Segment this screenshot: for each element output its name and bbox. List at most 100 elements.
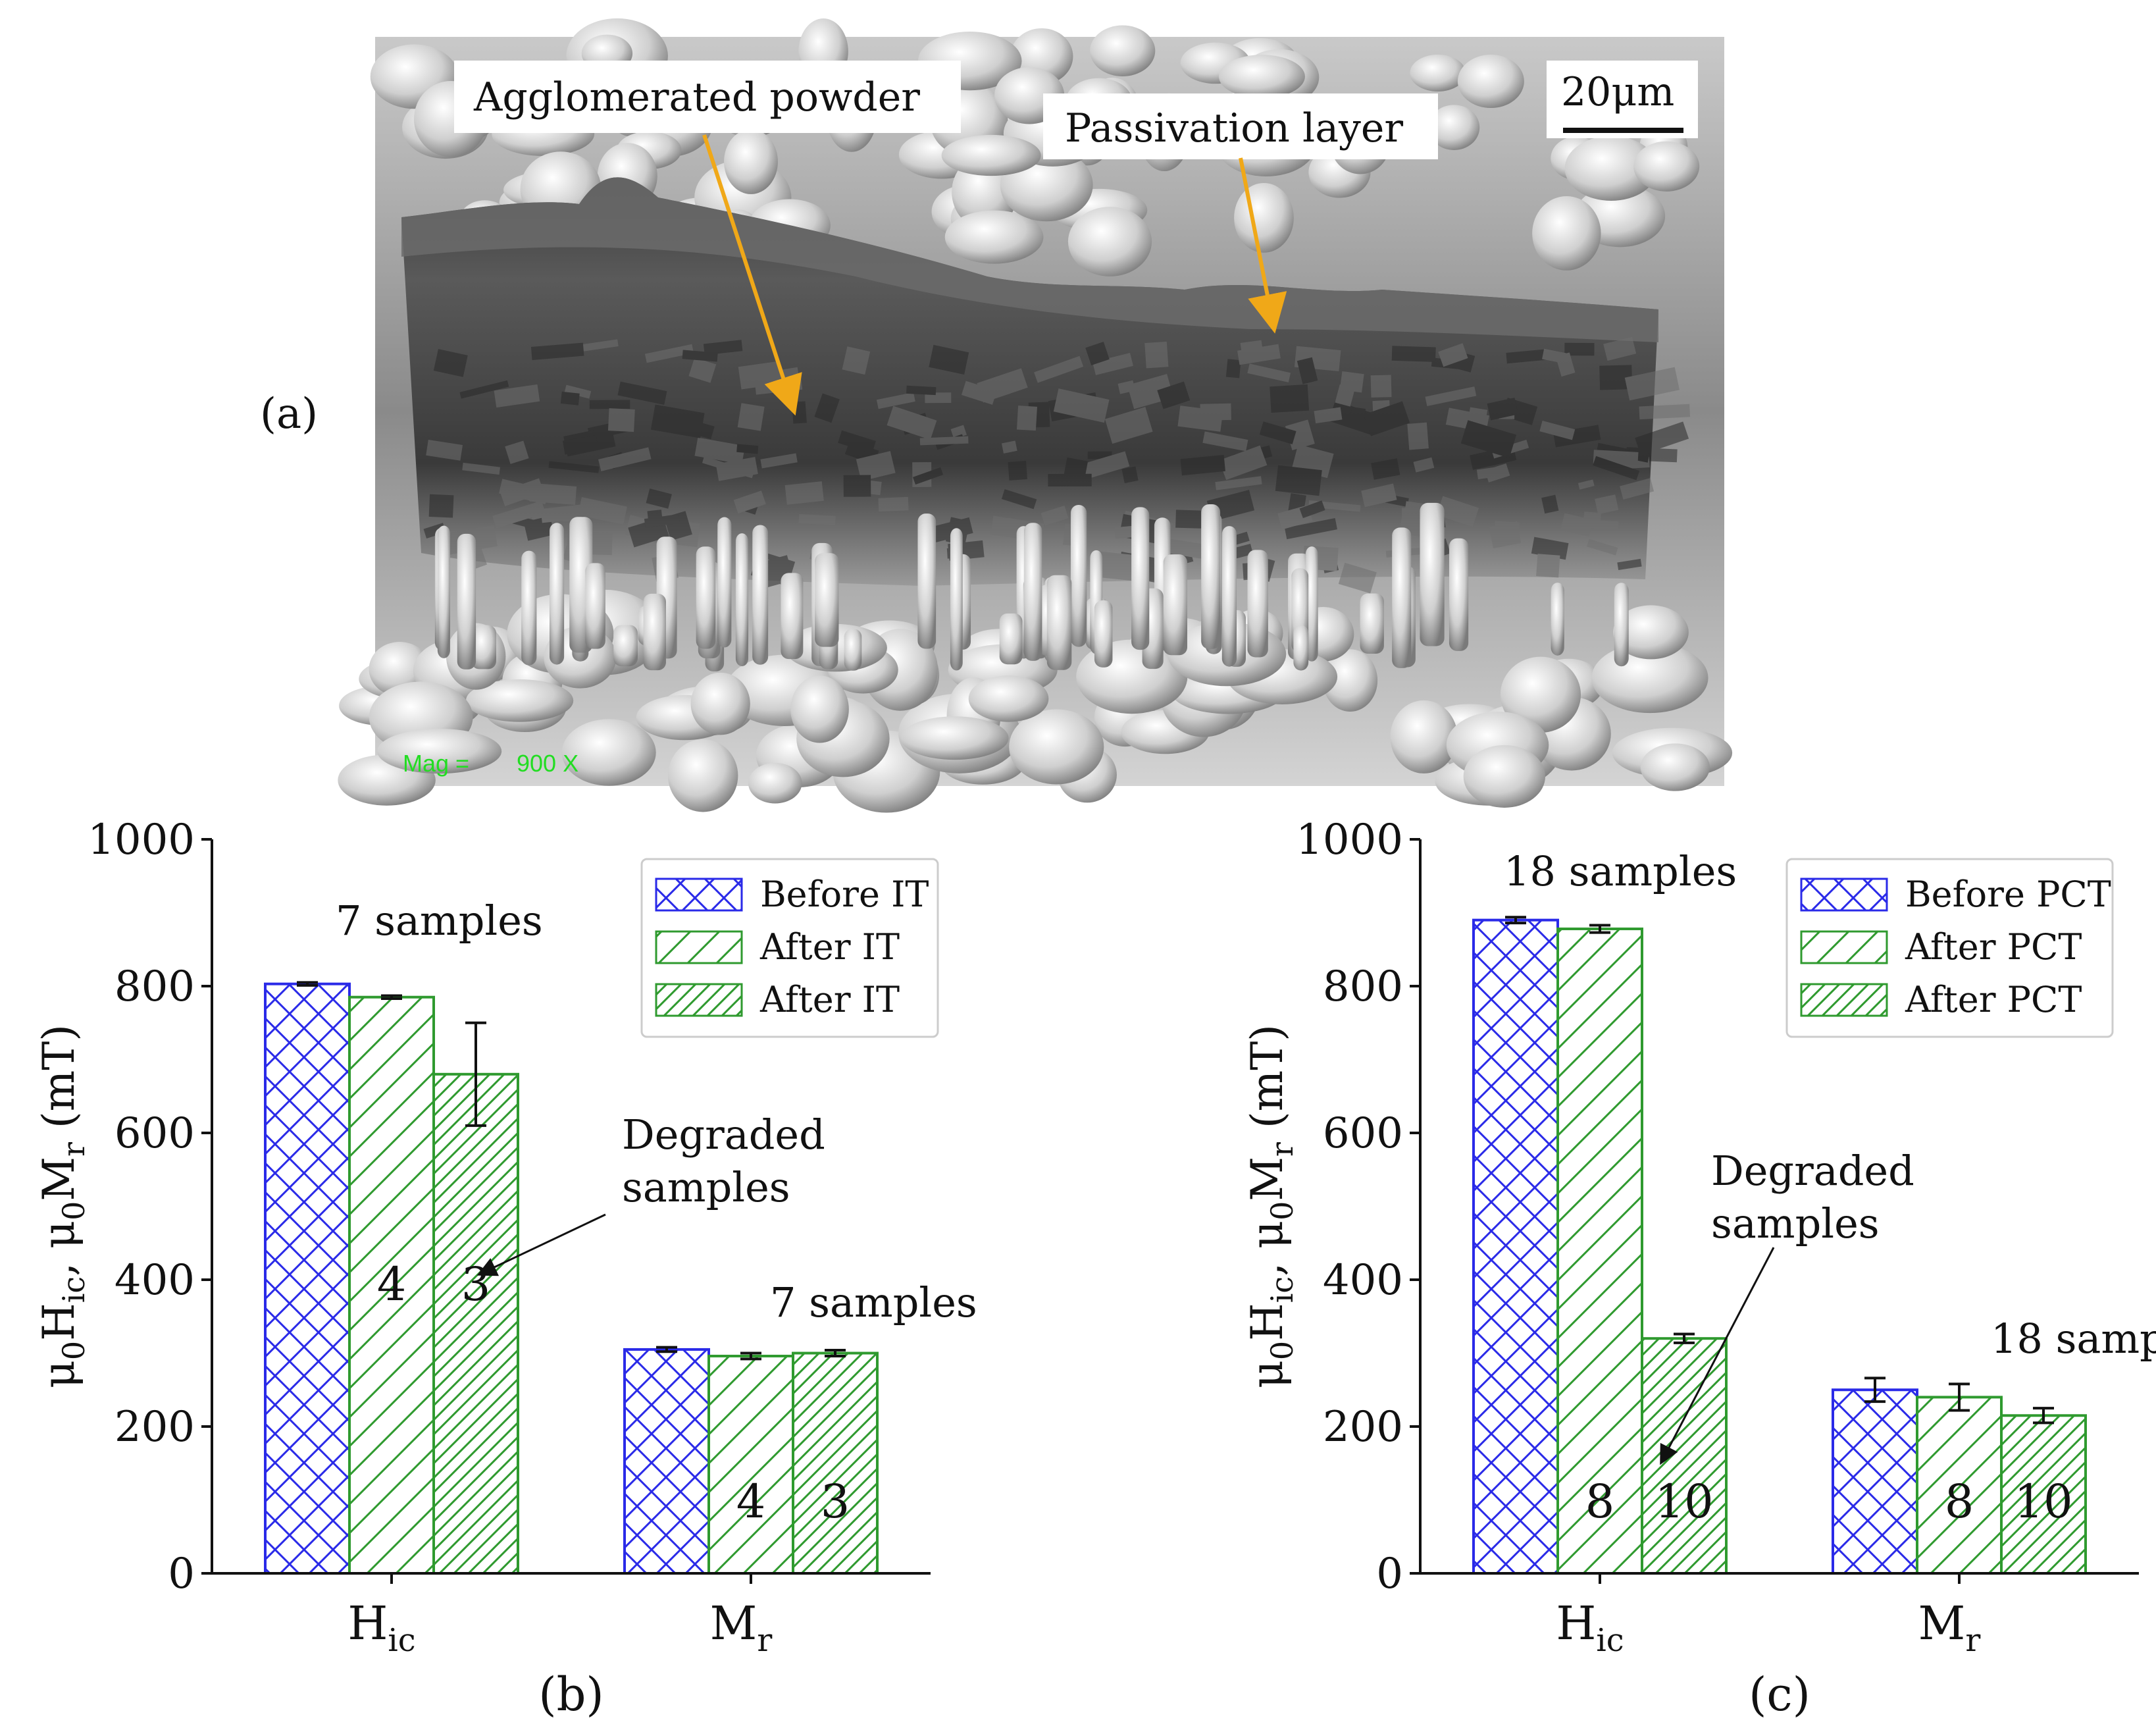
sem-particle	[1457, 55, 1524, 109]
error-bar	[381, 994, 402, 1000]
sem-fragment	[1542, 348, 1570, 365]
sem-pillar	[1449, 538, 1469, 651]
sem-fragment	[1144, 341, 1169, 369]
degraded-annotation: Degraded	[1711, 1147, 1914, 1195]
sem-fragment	[1096, 551, 1141, 582]
sem-fragment	[1595, 494, 1619, 515]
bar[interactable]	[1641, 1337, 1728, 1575]
sem-fragment	[688, 357, 717, 383]
sem-fragment	[1079, 451, 1130, 481]
sem-pillar	[735, 533, 749, 667]
sem-pillar	[471, 625, 496, 669]
x-tick-label: Mr	[1918, 1596, 1981, 1659]
sem-fragment	[1494, 521, 1520, 532]
sem-fragment	[842, 346, 871, 375]
error-bar	[740, 1351, 761, 1361]
sem-fragment	[876, 392, 915, 409]
y-tick-label: 400	[1323, 1256, 1403, 1305]
sem-fragment	[1639, 404, 1691, 420]
sem-pillar	[1293, 625, 1309, 671]
sem-pillar	[550, 523, 565, 665]
sem-particle	[1322, 649, 1378, 712]
sample-count-label: 3	[461, 1257, 491, 1311]
sem-fragment	[1247, 363, 1291, 382]
sem-fragment	[1237, 344, 1281, 365]
sem-fragment	[462, 462, 500, 475]
error-bar	[2033, 1407, 2054, 1425]
sem-particle	[968, 675, 1049, 722]
sem-pillars	[434, 502, 1629, 671]
bar[interactable]	[792, 1351, 879, 1575]
sem-pillar	[844, 629, 862, 671]
sem-fragment	[784, 481, 824, 505]
panel-a: (a) Agglomerated powder Passivation laye…	[260, 18, 1733, 813]
sem-passivation-band	[401, 177, 1658, 342]
sem-fragment	[1117, 380, 1135, 394]
scale-bar-label: 20μm	[1561, 69, 1674, 115]
sem-pillar	[1070, 504, 1087, 647]
bar[interactable]	[348, 995, 435, 1575]
sem-fragment	[950, 425, 967, 439]
sem-fragment	[736, 444, 759, 454]
bar[interactable]	[264, 982, 351, 1575]
sem-fragment	[1053, 388, 1110, 423]
sem-fragment	[682, 350, 718, 362]
bar[interactable]	[432, 1072, 519, 1575]
y-tick-label: 1000	[88, 816, 195, 864]
sem-fragment	[1202, 431, 1248, 452]
legend-swatch	[655, 983, 743, 1017]
sem-fragment	[589, 400, 630, 409]
sem-fragment	[1085, 342, 1110, 366]
sem-pillar	[457, 533, 476, 669]
sem-pillar	[1305, 546, 1318, 662]
sem-pillar	[1201, 504, 1221, 649]
sem-fragment	[1180, 454, 1225, 476]
y-tick-label: 600	[115, 1109, 195, 1158]
sem-particle	[790, 675, 849, 743]
sem-pillar	[1094, 600, 1113, 668]
sem-fragment	[906, 385, 937, 396]
sem-fragment	[760, 453, 798, 469]
bar[interactable]	[1472, 918, 1559, 1575]
sem-particle	[667, 739, 738, 812]
sample-count-label: 10	[1655, 1475, 1713, 1529]
bar[interactable]	[623, 1348, 710, 1575]
mag-value: 900 X	[517, 750, 578, 777]
bar[interactable]	[1832, 1388, 1918, 1575]
sem-fragment	[702, 456, 754, 479]
sem-fragment	[714, 444, 732, 454]
powder-label-box	[454, 61, 961, 133]
sem-fragment	[1335, 384, 1355, 407]
powder-label: Agglomerated powder	[473, 74, 920, 120]
sem-pillar	[1614, 583, 1629, 667]
sem-fragment	[1048, 473, 1092, 486]
passivation-label: Passivation layer	[1065, 105, 1403, 151]
sem-particle	[944, 210, 1044, 264]
sem-pillar	[1420, 502, 1445, 646]
sem-pillar	[1247, 550, 1268, 658]
sem-fragment	[1338, 562, 1377, 594]
degraded-arrow	[476, 1213, 606, 1276]
sem-fragment	[1040, 505, 1069, 526]
sem-particle	[1428, 105, 1480, 150]
sem-fragment	[617, 381, 667, 406]
sem-fragment	[1593, 456, 1640, 481]
sem-fragment	[1624, 367, 1680, 401]
sem-pillar	[917, 513, 937, 649]
bar[interactable]	[707, 1354, 794, 1575]
sem-fragment	[925, 392, 952, 404]
sem-fragment	[1270, 384, 1310, 413]
chart-c: 8 8 10 10 0 200 400 600 800 1000 Hic Mr μ0Hic, μ0Mr …	[1242, 816, 2156, 1721]
sem-pillar	[643, 593, 666, 671]
sem-fragment	[1001, 489, 1037, 510]
sem-fragment	[792, 401, 807, 424]
sample-count-label: 3	[821, 1475, 850, 1529]
sem-pillar	[1551, 583, 1564, 656]
legend-swatch	[655, 878, 743, 912]
panel-a-label: (a)	[260, 390, 318, 438]
legend-label: After IT	[759, 926, 900, 968]
legend-label: After PCT	[1905, 979, 2082, 1020]
sem-fragment	[1425, 386, 1477, 406]
y-tick-label: 0	[1376, 1550, 1403, 1598]
sem-fragment	[540, 504, 582, 523]
